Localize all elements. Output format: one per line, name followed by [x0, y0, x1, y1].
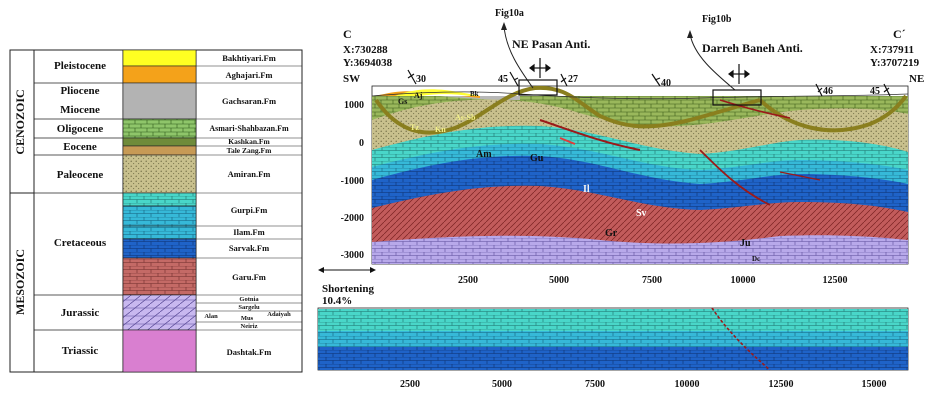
section-end-x: X:737911: [870, 44, 914, 56]
formation-gurpi: Gurpi.Fm: [231, 205, 268, 215]
dip-value: 46: [823, 86, 833, 97]
x-tick: 7500: [642, 275, 662, 286]
fig10a-label: Fig10a: [495, 8, 524, 19]
formation-neiriz: Neiriz: [241, 323, 258, 330]
dip-symbols: 30 45 27 40 46 45: [407, 69, 891, 97]
dip-value: 45: [498, 74, 508, 85]
unit-label-gr: Gr: [605, 228, 618, 239]
unit-label-assb: As-Sb: [455, 113, 476, 122]
unit-label-aj: Aj: [414, 91, 423, 100]
y-tick: -2000: [341, 213, 364, 224]
unit-label-il: Il: [583, 184, 590, 195]
section-end-y: Y:3707219: [870, 57, 920, 69]
dip-value: 40: [661, 78, 671, 89]
x-tick: 12500: [769, 379, 794, 390]
epoch-oligocene: Oligocene: [57, 123, 104, 135]
unit-label-gu: Gu: [530, 153, 544, 164]
epoch-pliocene: Pliocene: [60, 85, 99, 97]
y-tick: -1000: [341, 176, 364, 187]
x-tick: 2500: [400, 379, 420, 390]
unit-label-gs: Gs: [398, 97, 407, 106]
epoch-triassic: Triassic: [62, 345, 99, 357]
formation-gachsaran: Gachsaran.Fm: [222, 96, 276, 106]
era-cenozoic: CENOZOIC: [13, 89, 27, 154]
ne-label: NE: [909, 73, 924, 85]
shortening-value: 10.4%: [322, 295, 352, 307]
section-end-label: C´: [893, 27, 906, 41]
unit-label-sv: Sv: [636, 208, 647, 219]
x-tick: 2500: [458, 275, 478, 286]
cross-section: Gs Aj Bk As-Sb Tz Kn Am Gu Il Sv Gr Ju D…: [341, 8, 925, 286]
x-tick: 5000: [549, 275, 569, 286]
formation-amiran: Amiran.Fm: [228, 169, 271, 179]
unit-label-dc: Dc: [752, 255, 760, 263]
epoch-cretaceous: Cretaceous: [54, 237, 107, 249]
formation-ilam: Ilam.Fm: [233, 227, 264, 237]
formation-alan: Alan: [204, 313, 218, 320]
sw-label: SW: [343, 73, 360, 85]
y-tick: -3000: [341, 250, 364, 261]
epoch-miocene: Miocene: [60, 104, 100, 116]
epoch-paleocene: Paleocene: [57, 169, 104, 181]
epoch-eocene: Eocene: [63, 141, 97, 153]
formation-asmari: Asmari-Shahbazan.Fm: [209, 124, 289, 133]
formation-adaiyah: Adaiyah: [267, 311, 291, 318]
section-start-x: X:730288: [343, 44, 388, 56]
formation-aghajari: Aghajari.Fm: [226, 70, 273, 80]
formation-garu: Garu.Fm: [232, 272, 266, 282]
formation-sarvak: Sarvak.Fm: [229, 243, 269, 253]
shortening-label: Shortening: [322, 283, 374, 295]
section-start-label: C: [343, 27, 352, 41]
shortening-indicator: Shortening 10.4%: [318, 267, 376, 307]
dip-value: 30: [416, 74, 426, 85]
formation-mus: Mus: [241, 315, 254, 322]
anticline-b-label: Darreh Baneh Anti.: [702, 41, 803, 55]
dip-value: 27: [568, 74, 578, 85]
unit-label-bk: Bk: [470, 90, 479, 98]
anticline-a-label: NE Pasan Anti.: [512, 37, 590, 51]
formation-kashkan: Kashkan.Fm: [228, 137, 270, 146]
dip-value: 45: [870, 86, 880, 97]
x-tick: 12500: [823, 275, 848, 286]
formation-gotnia: Gotnia: [239, 296, 259, 303]
formation-bakhtiyari: Bakhtiyari.Fm: [222, 53, 276, 63]
formation-talezang: Tale Zang.Fm: [227, 146, 272, 155]
section-start-y: Y:3694038: [343, 57, 393, 69]
unit-label-tz: Tz: [410, 123, 419, 132]
y-axis: 1000 0 -1000 -2000 -3000: [341, 100, 364, 261]
epoch-pleistocene: Pleistocene: [54, 60, 106, 72]
x-axis: 2500 5000 7500 10000 12500: [458, 275, 848, 286]
unit-label-am: Am: [476, 149, 492, 160]
era-mesozoic: MESOZOIC: [13, 249, 27, 315]
fig10b-label: Fig10b: [702, 14, 732, 25]
formation-sargelu: Sargelu: [238, 304, 260, 311]
y-tick: 1000: [344, 100, 364, 111]
x-tick: 10000: [675, 379, 700, 390]
x-tick: 7500: [585, 379, 605, 390]
stratigraphic-column: CENOZOIC MESOZOIC Pleistocene Pliocene M…: [9, 49, 303, 373]
unit-label-ju: Ju: [740, 238, 751, 249]
y-tick: 0: [359, 138, 364, 149]
unit-label-kn: Kn: [435, 125, 446, 134]
x-tick: 5000: [492, 379, 512, 390]
restored-section: 2500 5000 7500 10000 12500 15000: [317, 307, 909, 390]
formation-dashtak: Dashtak.Fm: [227, 347, 272, 357]
restored-x-axis: 2500 5000 7500 10000 12500 15000: [400, 379, 887, 390]
epoch-jurassic: Jurassic: [61, 307, 100, 319]
x-tick: 10000: [731, 275, 756, 286]
x-tick: 15000: [862, 379, 887, 390]
